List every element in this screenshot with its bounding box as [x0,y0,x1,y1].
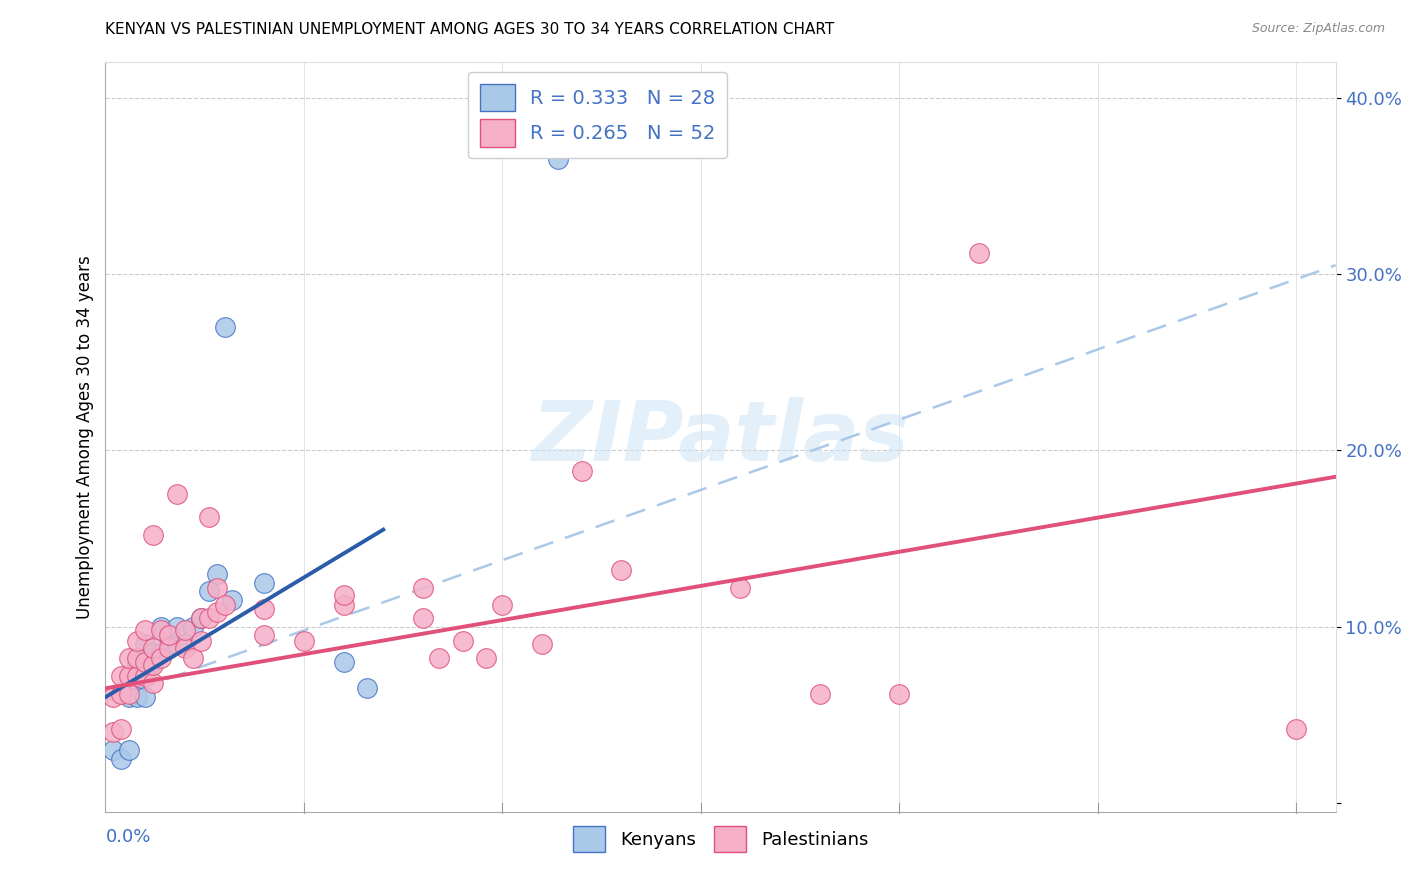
Point [157,628,180,642]
Point [475,651,498,665]
Point [1285,722,1308,736]
Y-axis label: Unemployment Among Ages 30 to 34 years: Unemployment Among Ages 30 to 34 years [76,255,94,619]
Point [118,687,141,701]
Point [547,153,569,167]
Point [181,619,204,633]
Point [142,658,165,673]
Point [253,602,276,616]
Point [491,599,513,613]
Point [190,633,212,648]
Point [103,725,125,739]
Point [205,606,228,620]
Point [181,651,204,665]
Legend: Kenyans, Palestinians: Kenyans, Palestinians [565,819,876,859]
Point [610,563,633,577]
Point [134,637,156,651]
Point [110,687,132,701]
Text: KENYAN VS PALESTINIAN UNEMPLOYMENT AMONG AGES 30 TO 34 YEARS CORRELATION CHART: KENYAN VS PALESTINIAN UNEMPLOYMENT AMONG… [105,22,835,37]
Point [166,637,188,651]
Point [157,628,180,642]
Point [889,687,911,701]
Point [110,669,132,683]
Point [118,651,141,665]
Point [292,633,315,648]
Point [118,690,141,705]
Point [173,637,195,651]
Point [332,599,354,613]
Point [134,655,156,669]
Point [190,611,212,625]
Point [530,637,553,651]
Point [967,245,990,260]
Point [150,646,173,660]
Text: 0.0%: 0.0% [105,828,150,847]
Point [197,584,219,599]
Point [253,628,276,642]
Point [142,655,165,669]
Point [214,599,236,613]
Point [142,676,165,690]
Point [142,528,165,542]
Point [157,637,180,651]
Point [253,575,276,590]
Point [205,566,228,581]
Point [205,581,228,595]
Point [571,465,593,479]
Point [110,752,132,766]
Point [150,623,173,637]
Point [142,646,165,660]
Point [134,623,156,637]
Point [730,581,752,595]
Point [127,669,149,683]
Point [173,640,195,655]
Point [134,690,156,705]
Point [150,651,173,665]
Point [127,655,149,669]
Point [157,640,180,655]
Point [134,664,156,678]
Text: ZIPatlas: ZIPatlas [531,397,910,477]
Point [427,651,450,665]
Point [142,640,165,655]
Point [332,588,354,602]
Point [103,743,125,757]
Point [103,690,125,705]
Point [190,611,212,625]
Point [221,593,243,607]
Point [166,487,188,501]
Point [118,743,141,757]
Point [173,623,195,637]
Point [127,690,149,705]
Point [808,687,831,701]
Point [332,655,354,669]
Point [214,319,236,334]
Point [110,722,132,736]
Point [451,633,474,648]
Point [127,651,149,665]
Text: Source: ZipAtlas.com: Source: ZipAtlas.com [1251,22,1385,36]
Point [127,633,149,648]
Point [118,669,141,683]
Point [197,510,219,524]
Point [412,581,434,595]
Point [412,611,434,625]
Point [166,619,188,633]
Point [197,611,219,625]
Point [134,669,156,683]
Point [356,681,378,696]
Point [150,619,173,633]
